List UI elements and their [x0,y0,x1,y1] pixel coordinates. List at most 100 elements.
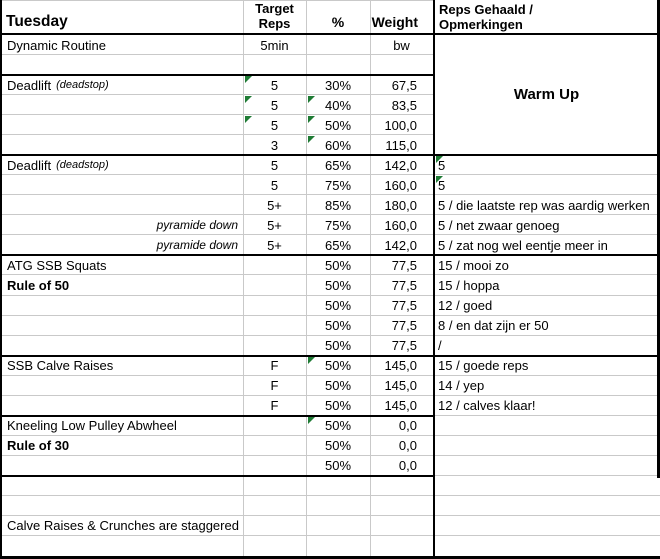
cell-target-reps[interactable]: F [270,358,279,374]
cell-target-reps[interactable]: F [270,378,279,394]
cell-weight[interactable]: 145,0 [384,398,417,414]
cell-exercise[interactable] [3,376,243,396]
cell-result[interactable] [436,55,658,75]
cell-result[interactable] [436,456,658,476]
cell-exercise[interactable]: SSB Calve Raises [3,356,243,376]
cell-weight[interactable]: 77,5 [391,298,417,314]
cell-percent[interactable]: 50% [324,257,352,273]
cell-exercise[interactable]: Calve Raises & Crunches are staggered [3,516,243,536]
cell-percent[interactable]: 50% [324,338,352,354]
cell-exercise[interactable] [3,95,243,115]
cell-result[interactable]: 5 / die laatste rep was aardig werken [438,197,650,213]
cell-percent[interactable]: 75% [324,177,352,193]
cell-percent[interactable]: 50% [324,358,352,374]
cell-exercise[interactable] [3,396,243,416]
cell-target-reps[interactable] [244,275,305,295]
cell-percent[interactable] [307,516,369,536]
cell-exercise[interactable] [3,55,243,75]
header-cell-percent[interactable]: % [331,14,345,30]
cell-target-reps[interactable] [244,316,305,336]
cell-percent[interactable]: 65% [324,157,352,173]
cell-exercise[interactable]: ATG SSB Squats [3,255,243,275]
cell-exercise[interactable] [3,456,243,476]
cell-exercise[interactable] [3,195,243,215]
cell-result[interactable]: 5 / net zwaar genoeg [438,217,560,233]
cell-target-reps[interactable] [244,496,305,516]
header-cell-weight[interactable]: Weight [371,14,418,30]
cell-result[interactable]: 8 / en dat zijn er 50 [438,318,549,334]
cell-weight[interactable] [371,55,432,75]
cell-percent[interactable]: 60% [324,137,352,153]
cell-target-reps[interactable]: 5min [260,37,289,53]
cell-percent[interactable]: 30% [324,77,352,93]
cell-result[interactable] [436,496,658,516]
cell-weight[interactable] [371,496,432,516]
cell-target-reps[interactable] [244,336,305,356]
cell-weight[interactable]: 115,0 [385,137,417,153]
cell-result[interactable]: 15 / goede reps [438,358,529,374]
cell-exercise[interactable]: Deadlift (deadstop) [3,155,243,175]
cell-target-reps[interactable] [244,476,305,496]
cell-percent[interactable]: 50% [324,418,352,434]
cell-percent[interactable] [307,55,369,75]
cell-result[interactable]: 15 / hoppa [438,277,500,293]
header-cell-target-reps[interactable]: Target Reps [243,0,306,33]
cell-weight[interactable]: 160,0 [384,177,417,193]
cell-weight[interactable]: 145,0 [384,358,417,374]
cell-result[interactable]: 12 / goed [438,298,493,314]
cell-weight[interactable] [371,516,432,536]
cell-exercise[interactable] [3,536,243,556]
cell-exercise[interactable] [3,476,243,496]
cell-weight[interactable]: 83,5 [391,97,417,113]
cell-weight[interactable]: 77,5 [391,277,417,293]
warmup-merged-cell[interactable]: Warm Up [513,86,580,103]
cell-weight[interactable]: 145,0 [384,378,417,394]
cell-target-reps[interactable] [244,536,305,556]
cell-weight[interactable]: 77,5 [391,257,417,273]
cell-weight[interactable]: bw [393,37,410,53]
header-cell-result[interactable]: Reps Gehaald / Opmerkingen [436,0,658,33]
cell-result[interactable]: 12 / calves klaar! [438,398,536,414]
cell-result[interactable] [436,95,658,115]
cell-exercise[interactable] [3,496,243,516]
cell-result[interactable]: 5 [438,177,446,193]
cell-result[interactable] [436,115,658,135]
cell-result[interactable] [436,536,658,556]
cell-percent[interactable]: 50% [324,458,352,474]
cell-result[interactable]: 5 / zat nog wel eentje meer in [438,237,608,253]
cell-exercise[interactable] [3,135,243,155]
cell-result[interactable] [436,516,658,536]
cell-exercise[interactable] [3,115,243,135]
cell-weight[interactable]: 142,0 [384,157,417,173]
cell-weight[interactable]: 77,5 [391,338,417,354]
cell-target-reps[interactable]: 5+ [267,197,282,213]
cell-weight[interactable] [371,476,432,496]
cell-percent[interactable]: 40% [324,97,352,113]
cell-target-reps[interactable]: 5 [270,97,279,113]
cell-exercise[interactable]: Dynamic Routine [3,35,243,55]
header-cell-day[interactable]: Tuesday [6,13,68,30]
cell-percent[interactable]: 75% [324,217,352,233]
cell-percent[interactable] [307,496,369,516]
cell-weight[interactable]: 142,0 [384,237,417,253]
cell-exercise[interactable]: Kneeling Low Pulley Abwheel [3,416,243,436]
cell-percent[interactable]: 50% [324,298,352,314]
cell-target-reps[interactable]: 5+ [267,217,282,233]
cell-result[interactable] [436,476,658,496]
cell-result[interactable]: 15 / mooi zo [438,257,509,273]
cell-target-reps[interactable] [244,516,305,536]
cell-target-reps[interactable] [244,255,305,275]
cell-result[interactable] [436,436,658,456]
cell-target-reps[interactable]: 5 [270,177,279,193]
cell-exercise[interactable] [3,336,243,356]
cell-target-reps[interactable] [244,436,305,456]
cell-target-reps[interactable]: 5+ [267,237,282,253]
cell-exercise[interactable]: Deadlift (deadstop) [3,75,243,95]
cell-weight[interactable]: 0,0 [398,438,417,454]
cell-target-reps[interactable] [244,296,305,316]
cell-target-reps[interactable]: 5 [270,117,279,133]
cell-target-reps[interactable] [244,456,305,476]
cell-percent[interactable]: 50% [324,398,352,414]
cell-result[interactable] [436,75,658,95]
cell-exercise[interactable]: pyramide down [3,235,243,255]
